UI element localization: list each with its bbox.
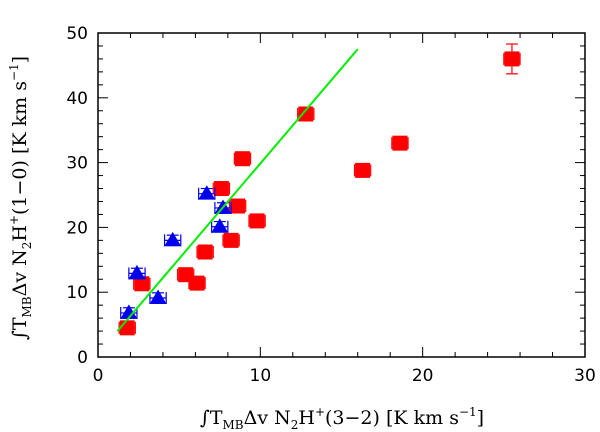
tick-labels: 0 10 20 30 0 10 20 30 40 50 xyxy=(66,24,595,386)
square-point xyxy=(119,320,135,336)
square-point xyxy=(134,276,150,292)
plot-frame xyxy=(97,32,586,358)
axes-frame xyxy=(97,32,586,358)
x-tick-label: 0 xyxy=(93,366,104,386)
square-point xyxy=(504,51,520,67)
y-axis-title: ∫TMBΔv N2H+(1−0) [K km s−1] xyxy=(7,56,34,340)
triangle-point xyxy=(149,289,167,304)
square-point xyxy=(392,135,408,151)
plot-layer xyxy=(116,43,521,336)
square-point xyxy=(249,213,265,229)
fit-line xyxy=(116,48,359,332)
y-tick-label: 50 xyxy=(66,24,88,44)
y-tick-label: 40 xyxy=(66,89,88,109)
square-point xyxy=(355,162,371,178)
triangle-point xyxy=(211,218,229,233)
triangle-point xyxy=(128,264,146,280)
y-tick-label: 10 xyxy=(66,283,88,303)
square-point xyxy=(213,181,229,197)
y-tick-label: 0 xyxy=(77,348,88,368)
x-tick-label: 10 xyxy=(250,366,272,386)
y-tick-label: 30 xyxy=(66,154,88,174)
square-point xyxy=(223,232,239,248)
x-tick-label: 30 xyxy=(574,366,596,386)
x-axis-title: ∫TMBΔv N2H+(3−2) [K km s−1] xyxy=(200,405,484,432)
square-point xyxy=(230,198,246,214)
x-tick-label: 20 xyxy=(412,366,434,386)
y-tick-label: 20 xyxy=(66,218,88,238)
square-point xyxy=(298,106,314,122)
triangle-point xyxy=(120,304,138,319)
triangle-point xyxy=(198,185,216,200)
square-point xyxy=(197,244,213,260)
square-point xyxy=(234,151,250,167)
triangle-point xyxy=(164,231,182,247)
square-point xyxy=(189,275,205,291)
